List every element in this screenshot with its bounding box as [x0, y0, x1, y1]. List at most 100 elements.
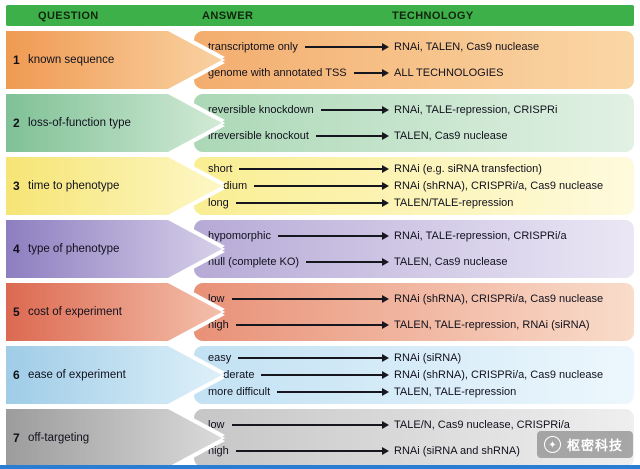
answer-label: reversible knockdown: [208, 104, 314, 116]
answer-line: irreversible knockout TALEN, Cas9 nuclea…: [208, 129, 630, 143]
technology-label: RNAi (siRNA and shRNA): [394, 445, 520, 457]
decision-row: short RNAi (e.g. siRNA transfection) med…: [6, 157, 634, 215]
answer-line: easy RNAi (siRNA): [208, 351, 630, 365]
arrow-icon: [261, 370, 389, 379]
answer-panel: transcriptome only RNAi, TALEN, Cas9 nuc…: [194, 31, 634, 89]
question-number: 4: [13, 242, 20, 256]
answer-label: irreversible knockout: [208, 130, 309, 142]
column-header-answer: ANSWER: [202, 9, 254, 22]
arrow-icon: [235, 447, 389, 455]
bottom-bar: [0, 465, 640, 469]
question-arrow: 5 cost of experiment: [6, 283, 222, 341]
answer-line: null (complete KO) TALEN, Cas9 nuclease: [208, 255, 630, 269]
arrow-icon: [235, 199, 389, 208]
technology-label: RNAi, TALE-repression, CRISPRi/a: [394, 230, 567, 242]
watermark-text: 枢密科技: [566, 438, 623, 453]
technology-label: TALEN, TALE-repression: [394, 386, 517, 399]
answer-line: medium RNAi (shRNA), CRISPRi/a, Cas9 nuc…: [208, 179, 630, 193]
arrow-icon: [277, 388, 389, 397]
answer-panel: easy RNAi (siRNA) moderate RNAi (shRNA),…: [194, 346, 634, 404]
question-box: 1 known sequence: [6, 31, 222, 89]
question-number: 2: [13, 116, 20, 130]
arrow-icon: [353, 69, 389, 77]
answer-label: more difficult: [208, 386, 271, 399]
question-number: 6: [13, 368, 20, 382]
question-label: loss-of-function type: [28, 117, 131, 129]
arrow-icon: [277, 232, 389, 240]
answer-panel: low RNAi (shRNA), CRISPRi/a, Cas9 nuclea…: [194, 283, 634, 341]
question-number: 7: [13, 431, 20, 445]
answer-label: genome with annotated TSS: [208, 67, 347, 79]
technology-label: TALEN, TALE-repression, RNAi (siRNA): [394, 319, 590, 331]
answer-line: short RNAi (e.g. siRNA transfection): [208, 162, 630, 176]
question-label: time to phenotype: [28, 180, 120, 192]
answer-label: high: [208, 319, 229, 331]
technology-label: RNAi, TALE-repression, CRISPRi: [394, 104, 558, 116]
question-label: ease of experiment: [28, 369, 126, 381]
question-arrow: 3 time to phenotype: [6, 157, 222, 215]
technology-label: TALEN, Cas9 nuclease: [394, 130, 508, 142]
question-arrow: 7 off-targeting: [6, 409, 222, 467]
answer-label: moderate: [208, 368, 255, 381]
answer-panel: hypomorphic RNAi, TALE-repression, CRISP…: [194, 220, 634, 278]
answer-label: medium: [208, 179, 248, 192]
question-number: 1: [13, 53, 20, 67]
question-label: type of phenotype: [28, 243, 120, 255]
decision-row: hypomorphic RNAi, TALE-repression, CRISP…: [6, 220, 634, 278]
technology-label: ALL TECHNOLOGIES: [394, 67, 504, 79]
answer-line: high TALEN, TALE-repression, RNAi (siRNA…: [208, 318, 630, 332]
answer-panel: short RNAi (e.g. siRNA transfection) med…: [194, 157, 634, 215]
arrow-icon: [231, 421, 389, 429]
technology-label: TALEN, Cas9 nuclease: [394, 256, 508, 268]
answer-label: transcriptome only: [208, 41, 298, 53]
arrow-icon: [304, 43, 389, 51]
answer-label: low: [208, 293, 225, 305]
answer-label: low: [208, 419, 225, 431]
answer-line: more difficult TALEN, TALE-repression: [208, 385, 630, 399]
question-arrow: 6 ease of experiment: [6, 346, 222, 404]
question-box: 6 ease of experiment: [6, 346, 222, 404]
question-box: 3 time to phenotype: [6, 157, 222, 215]
answer-label: easy: [208, 351, 232, 364]
technology-label: RNAi (shRNA), CRISPRi/a, Cas9 nuclease: [394, 368, 604, 381]
question-number: 3: [13, 179, 20, 193]
technology-label: RNAi (siRNA): [394, 351, 462, 364]
column-header-technology: TECHNOLOGY: [392, 9, 474, 22]
technology-label: TALE/N, Cas9 nuclease, CRISPRi/a: [394, 419, 570, 431]
decision-row: low RNAi (shRNA), CRISPRi/a, Cas9 nuclea…: [6, 283, 634, 341]
technology-label: RNAi (e.g. siRNA transfection): [394, 162, 542, 175]
answer-line: reversible knockdown RNAi, TALE-repressi…: [208, 103, 630, 117]
answer-line: genome with annotated TSS ALL TECHNOLOGI…: [208, 66, 630, 80]
arrow-icon: [320, 106, 389, 114]
technology-label: RNAi (shRNA), CRISPRi/a, Cas9 nuclease: [394, 179, 604, 192]
decision-row: easy RNAi (siRNA) moderate RNAi (shRNA),…: [6, 346, 634, 404]
arrow-icon: [315, 132, 389, 140]
arrow-icon: [254, 181, 389, 190]
arrow-icon: [238, 353, 389, 362]
watermark-logo-icon: ✦: [543, 436, 561, 453]
answer-line: long TALEN/TALE-repression: [208, 196, 630, 210]
answer-label: short: [208, 162, 233, 175]
answer-line: high RNAi (siRNA and shRNA): [208, 444, 630, 458]
header-bar: QUESTION ANSWER TECHNOLOGY: [6, 5, 634, 26]
arrow-icon: [239, 164, 389, 173]
question-arrow: 2 loss-of-function type: [6, 94, 222, 152]
answer-label: high: [208, 445, 229, 457]
answer-line: low TALE/N, Cas9 nuclease, CRISPRi/a: [208, 418, 630, 432]
question-box: 2 loss-of-function type: [6, 94, 222, 152]
question-label: known sequence: [28, 54, 115, 66]
answer-line: transcriptome only RNAi, TALEN, Cas9 nuc…: [208, 40, 630, 54]
column-header-question: QUESTION: [38, 9, 99, 22]
question-box: 7 off-targeting: [6, 409, 222, 467]
watermark-badge: ✦ 枢密科技: [536, 431, 633, 458]
arrow-icon: [306, 258, 389, 266]
answer-label: long: [208, 197, 229, 210]
answer-panel: reversible knockdown RNAi, TALE-repressi…: [194, 94, 634, 152]
question-label: cost of experiment: [28, 306, 122, 318]
question-label: off-targeting: [28, 432, 90, 444]
question-number: 5: [13, 305, 20, 319]
answer-label: hypomorphic: [208, 230, 271, 242]
technology-label: TALEN/TALE-repression: [394, 197, 514, 210]
